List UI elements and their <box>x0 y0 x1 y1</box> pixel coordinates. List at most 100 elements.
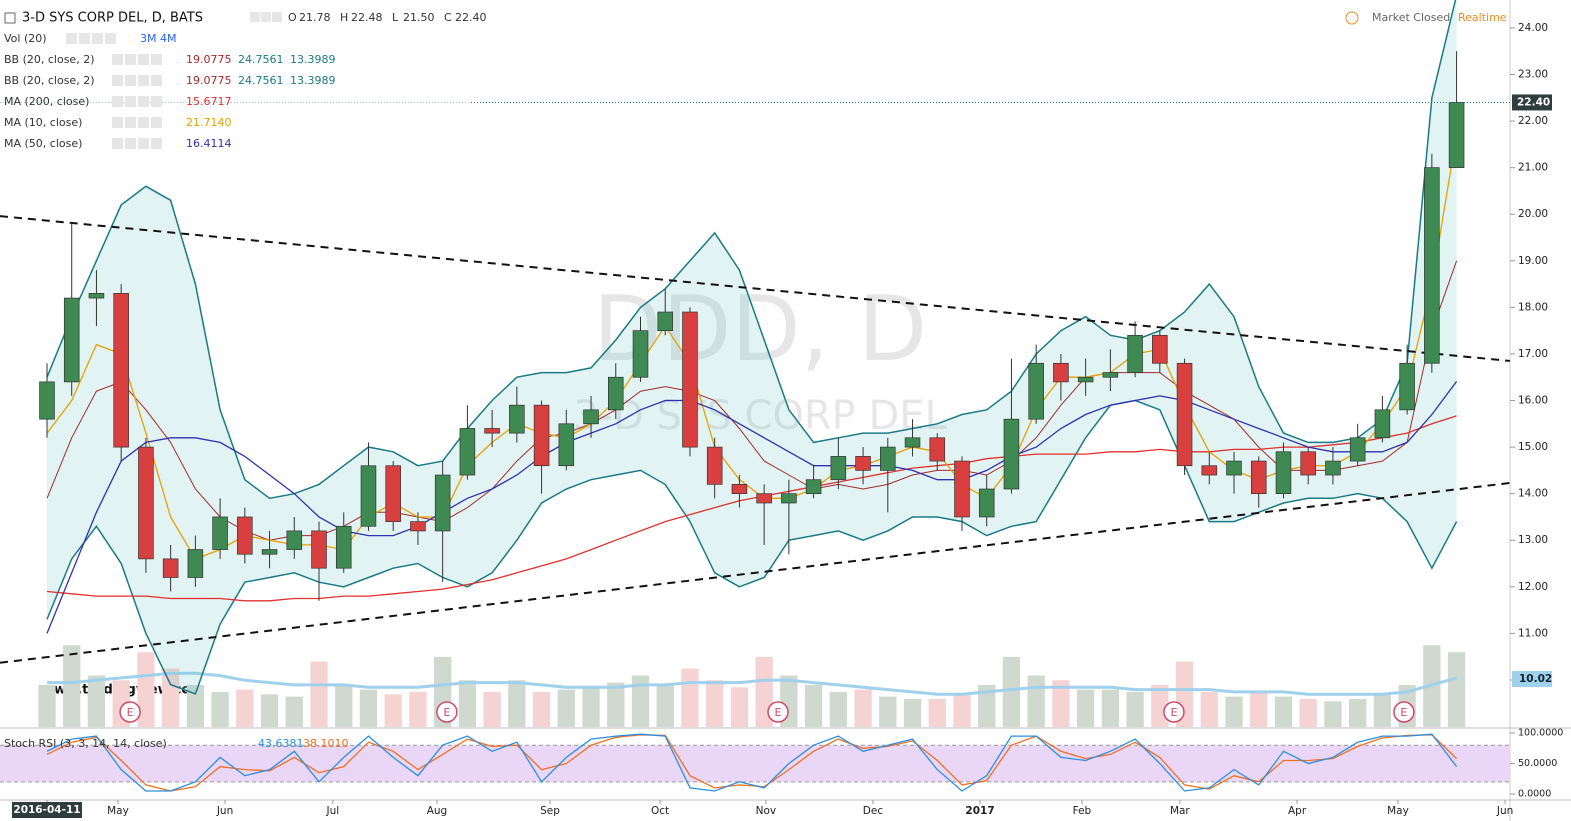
candle-body <box>1201 465 1218 476</box>
ohlc-value: 21.50 <box>403 11 435 24</box>
candle-body <box>880 446 896 471</box>
candle-body <box>212 516 228 550</box>
y-tick-label: 21.00 <box>1518 162 1548 174</box>
candle-body <box>1176 362 1193 467</box>
volume-bar <box>730 687 749 727</box>
volume-bar <box>1052 680 1070 727</box>
candle-body <box>583 409 599 425</box>
indicator-button[interactable] <box>138 117 149 128</box>
volume-bar <box>582 687 600 727</box>
volume-bar <box>285 696 303 727</box>
candle-body <box>904 437 921 448</box>
candle-body <box>286 530 303 550</box>
indicator-value: 19.0775 <box>186 74 232 87</box>
indicator-button[interactable] <box>151 117 162 128</box>
indicator-button[interactable] <box>125 117 136 128</box>
candle-body <box>978 488 995 518</box>
indicator-button[interactable] <box>125 54 136 65</box>
volume-bar <box>928 698 946 727</box>
candle-body <box>237 516 253 555</box>
button[interactable] <box>250 12 260 22</box>
indicator-button[interactable] <box>138 138 149 149</box>
ohlc-value: 22.48 <box>351 11 383 24</box>
volume-bar <box>854 689 872 727</box>
indicator-button[interactable] <box>125 138 136 149</box>
bb-lower <box>46 399 1458 695</box>
indicator-button[interactable] <box>112 54 123 65</box>
candle-body <box>39 381 55 420</box>
volume-bar <box>1002 656 1021 727</box>
x-tick-label: May <box>1387 805 1409 817</box>
volume-bar <box>557 689 575 727</box>
indicator-button[interactable] <box>125 75 136 86</box>
indicator-button[interactable] <box>112 96 123 107</box>
indicator-button[interactable] <box>105 33 116 44</box>
indicator-button[interactable] <box>151 138 162 149</box>
indicator-value: 19.0775 <box>186 53 232 66</box>
indicator-button[interactable] <box>112 75 123 86</box>
indicator-value: 13.3989 <box>290 53 336 66</box>
indicator-button[interactable] <box>138 96 149 107</box>
button[interactable] <box>272 12 282 22</box>
indicator-button[interactable] <box>92 33 103 44</box>
volume-bar <box>409 691 427 727</box>
bb-basis <box>46 260 1458 541</box>
stoch-band <box>0 745 1510 782</box>
indicator-button[interactable] <box>79 33 90 44</box>
candle-body <box>1053 362 1069 383</box>
volume-bar <box>879 696 897 727</box>
indicator-button[interactable] <box>125 96 136 107</box>
volume-bar <box>1027 675 1045 727</box>
indicator-button[interactable] <box>112 117 123 128</box>
x-tick-label: Nov <box>756 805 777 817</box>
candle-body <box>360 465 377 527</box>
volume-bar <box>1324 701 1342 727</box>
y-tick-label: 19.00 <box>1518 255 1548 267</box>
indicator-button[interactable] <box>66 33 77 44</box>
volume-bar <box>1274 696 1293 727</box>
x-tick-label: Apr <box>1288 805 1307 817</box>
x-tick-label: 2017 <box>965 805 994 817</box>
symbol-icon <box>4 12 16 24</box>
indicator-button[interactable] <box>151 75 162 86</box>
volume-ma-tag <box>1512 671 1552 688</box>
x-tick-label: Dec <box>863 805 884 817</box>
volume-bar <box>1101 689 1120 727</box>
candle-body <box>1127 334 1143 373</box>
ohlc-key: O <box>288 11 297 24</box>
status: Market Closed <box>1372 11 1450 24</box>
stoch-k-line <box>46 733 1458 792</box>
bg <box>0 6 470 156</box>
volume-bar <box>63 645 81 727</box>
volume-bar <box>1126 691 1144 727</box>
volume-bar <box>211 691 229 727</box>
volume-bar <box>1349 698 1367 727</box>
indicator-button[interactable] <box>138 54 149 65</box>
x-tick-label: 2016-04-11 <box>13 804 80 816</box>
volume-bar <box>681 668 699 727</box>
earnings-label: E <box>127 706 134 719</box>
earnings-marker <box>767 701 789 723</box>
stoch-tick-label: 100.0000 <box>1518 728 1563 739</box>
button[interactable] <box>261 12 271 22</box>
x-tick-label: Jul <box>326 805 340 817</box>
volume-bar <box>508 680 526 727</box>
indicator-button[interactable] <box>151 54 162 65</box>
volume-bar <box>1076 689 1095 727</box>
candle-body <box>1275 451 1292 495</box>
indicator-button[interactable] <box>112 138 123 149</box>
candle-body <box>756 493 772 504</box>
candle-body <box>954 460 970 518</box>
stoch-d-value: 38.1010 <box>303 737 349 750</box>
earnings-label: E <box>1170 706 1177 719</box>
indicator-button[interactable] <box>151 96 162 107</box>
x-tick-label: Mar <box>1170 805 1190 817</box>
earnings-label: E <box>775 706 782 719</box>
y-tick-label: 14.00 <box>1518 488 1548 500</box>
volume-bar <box>87 675 106 727</box>
candle-body <box>855 456 871 471</box>
ma-line <box>46 415 1457 602</box>
trendline <box>0 215 1511 362</box>
indicator-button[interactable] <box>138 75 149 86</box>
stoch-k-value: 43.6381 <box>258 737 304 750</box>
